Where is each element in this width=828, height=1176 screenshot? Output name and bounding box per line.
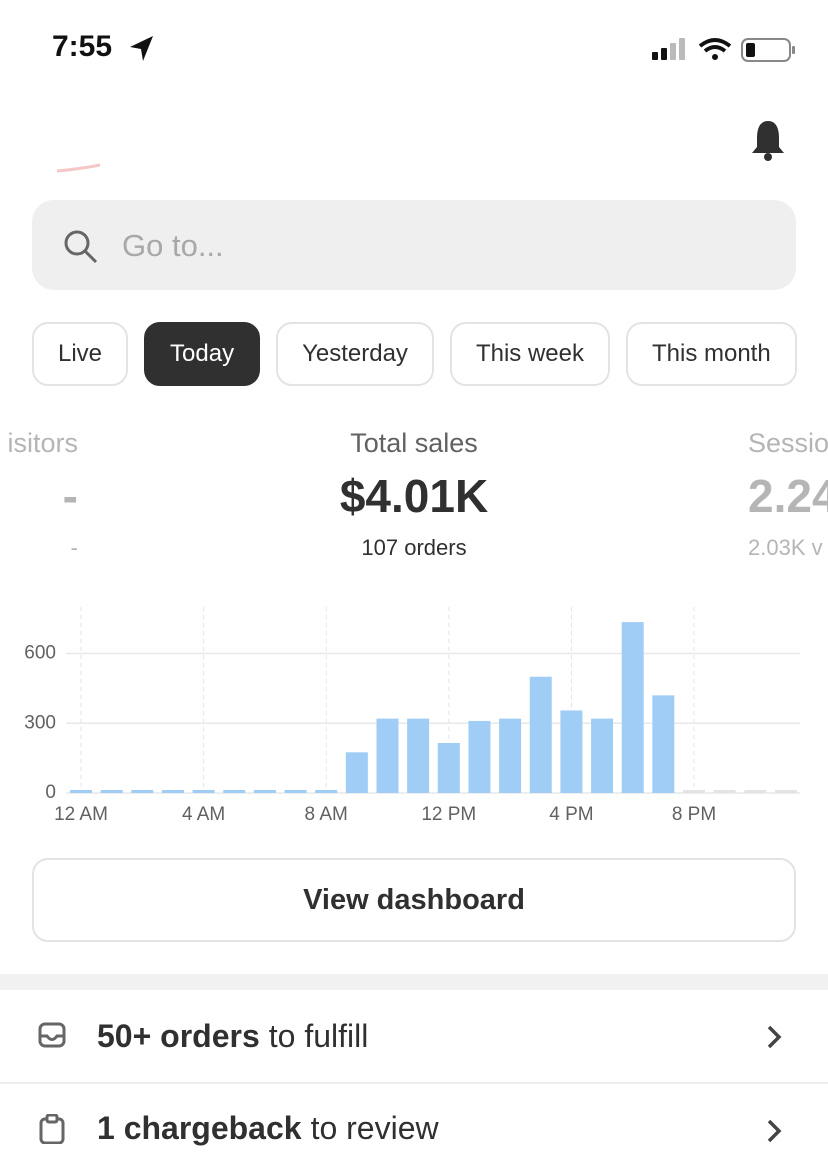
task-row[interactable]: 1 chargeback to review — [0, 1084, 828, 1176]
empty-bar — [713, 790, 736, 793]
screen: 7:55 Go to... Live Today Yesterday This wee… — [0, 30, 828, 1146]
date-tab[interactable]: This week — [449, 322, 610, 386]
bar — [345, 752, 368, 793]
bar — [161, 790, 184, 793]
metric-label: Total sales — [350, 428, 478, 458]
metric[interactable]: isitors - - — [0, 428, 78, 561]
notifications-bell[interactable] — [750, 118, 786, 162]
x-tick-label: 12 PM — [421, 804, 476, 825]
inbox-icon — [38, 1022, 66, 1048]
bar — [591, 718, 614, 793]
metric-sub: 2.03K v — [748, 535, 823, 560]
task-row[interactable]: 50+ orders to fulfill — [0, 990, 828, 1084]
bar — [560, 710, 583, 793]
bar — [437, 743, 460, 793]
search-bar[interactable]: Go to... — [32, 200, 796, 290]
metric-sub: 107 orders — [361, 535, 467, 560]
bar — [284, 790, 307, 793]
bar — [652, 695, 675, 793]
x-tick-label: 4 AM — [182, 804, 225, 825]
task-bold: 50+ orders — [97, 1018, 260, 1054]
search-icon — [64, 230, 98, 264]
bar — [70, 790, 92, 793]
empty-bar — [774, 790, 797, 793]
task-text: 1 chargeback to review — [97, 1110, 439, 1147]
bar — [192, 790, 215, 793]
empty-bar — [744, 790, 767, 793]
search-placeholder: Go to... — [122, 228, 224, 263]
status-icons — [652, 38, 795, 62]
bar — [253, 790, 276, 793]
task-rest: to review — [310, 1110, 439, 1146]
metric-value: - — [62, 470, 78, 522]
date-tab[interactable]: Live — [32, 322, 129, 386]
bar — [529, 676, 552, 793]
metric[interactable]: Sessio 2.24 2.03K v — [748, 428, 828, 561]
date-tab[interactable]: This month — [625, 322, 797, 386]
task-rest: to fulfill — [268, 1018, 369, 1054]
metric-label: Sessio — [748, 428, 828, 458]
chevron — [767, 1119, 782, 1143]
bar — [100, 790, 123, 793]
bar — [315, 790, 338, 793]
bar — [223, 790, 246, 793]
x-tick-label: 12 AM — [54, 804, 108, 825]
location-icon — [130, 36, 153, 61]
date-tabs: Live Today Yesterday This week This month — [32, 322, 797, 386]
clock: 7:55 — [52, 30, 113, 63]
page: {"status_bar": {"time": "7:55"}, "search… — [0, 30, 828, 1146]
date-tab[interactable]: Yesterday — [276, 322, 434, 386]
metric-label: isitors — [7, 428, 78, 458]
y-tick-label: 600 — [24, 643, 56, 664]
y-tick-label: 300 — [24, 712, 56, 733]
clipboard-icon — [39, 1114, 65, 1144]
task-text: 50+ orders to fulfill — [97, 1018, 368, 1055]
empty-bar — [683, 790, 705, 793]
bar — [376, 718, 399, 793]
task-bold: 1 chargeback — [97, 1110, 302, 1146]
sales-chart: 0 300 600 12 AM 4 AM 8 AM 12 PM 4 PM 8 PM — [24, 607, 800, 825]
logo-fragment — [56, 163, 101, 173]
metric-value: 2.24 — [748, 470, 828, 522]
y-tick-label: 0 — [45, 782, 56, 803]
date-tab[interactable]: Today — [144, 322, 261, 386]
x-tick-label: 4 PM — [549, 804, 593, 825]
metric-sub: - — [70, 535, 78, 560]
x-tick-label: 8 PM — [672, 804, 716, 825]
view-dashboard-button[interactable]: View dashboard — [32, 858, 796, 942]
bar — [407, 718, 430, 793]
bar — [499, 718, 522, 793]
metric-value: $4.01K — [339, 470, 489, 522]
bar — [468, 720, 491, 793]
x-tick-label: 8 AM — [305, 804, 348, 825]
bar — [131, 790, 154, 793]
chevron — [767, 1025, 782, 1049]
separator — [0, 974, 828, 990]
metric[interactable]: Total sales $4.01K 107 orders — [264, 428, 564, 561]
bar — [621, 622, 644, 793]
